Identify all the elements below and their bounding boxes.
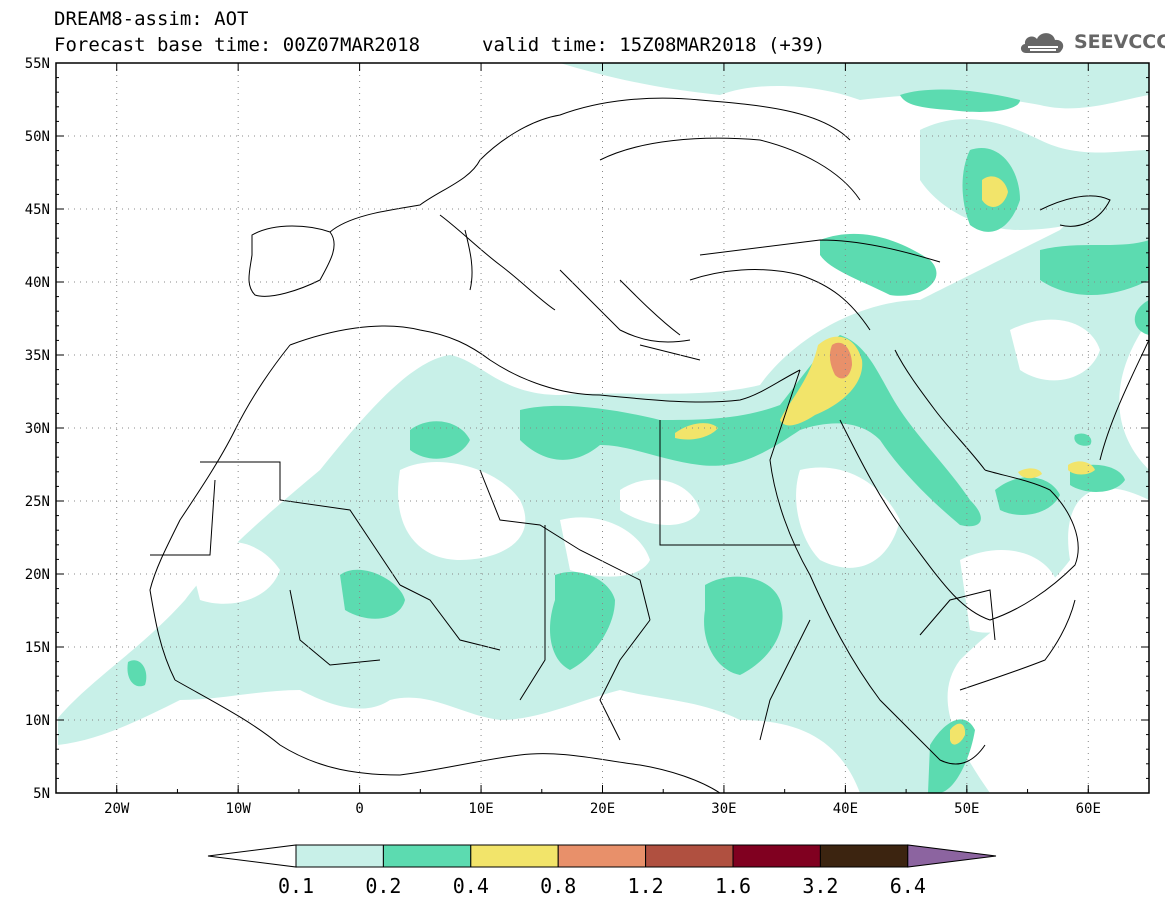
colorbar — [207, 844, 997, 868]
cloud-icon — [1020, 33, 1064, 53]
forecast-base-time: Forecast base time: 00Z07MAR2018 — [54, 34, 421, 56]
colorbar-box — [732, 844, 821, 868]
lat-tick-label: 20N — [25, 567, 50, 583]
aot-field — [58, 63, 1149, 793]
colorbar-label: 1.2 — [628, 874, 664, 898]
colorbar-label: 3.2 — [802, 874, 838, 898]
lat-tick-label: 10N — [25, 713, 50, 729]
colorbar-label: 0.1 — [278, 874, 314, 898]
colorbar-right-arrow — [907, 844, 997, 868]
lat-tick-label: 5N — [33, 786, 50, 802]
colorbar-label: 0.4 — [453, 874, 489, 898]
colorbar-box — [557, 844, 647, 868]
colorbar-box — [295, 844, 384, 868]
lon-tick-label: 50E — [954, 801, 979, 817]
colorbar-label: 6.4 — [890, 874, 926, 898]
map-gridlines — [56, 63, 1149, 793]
lat-tick-label: 55N — [25, 56, 50, 72]
aot-band-0.2 — [127, 89, 1149, 793]
lon-tick-label: 10W — [226, 801, 252, 817]
colorbar-labels: 0.1 0.2 0.4 0.8 1.2 1.6 3.2 6.4 — [278, 874, 926, 898]
latitude-labels: 55N 50N 45N 40N 35N 30N 25N 20N 15N 10N 5N — [25, 56, 50, 802]
lat-tick-label: 25N — [25, 494, 50, 510]
colorbar-left-arrow — [207, 844, 297, 868]
lon-tick-label: 60E — [1076, 801, 1101, 817]
lat-tick-label: 15N — [25, 640, 50, 656]
aot-clear-areas — [190, 319, 1100, 633]
colorbar-label: 1.6 — [715, 874, 751, 898]
colorbar-box — [470, 844, 559, 868]
colorbar-box — [645, 844, 734, 868]
lat-tick-label: 45N — [25, 202, 50, 218]
lon-tick-label: 20E — [590, 801, 615, 817]
lon-tick-label: 20W — [104, 801, 130, 817]
coastlines-borders — [149, 97, 1149, 793]
lat-tick-label: 35N — [25, 348, 50, 364]
lon-tick-label: 40E — [833, 801, 858, 817]
lat-tick-label: 30N — [25, 421, 50, 437]
colorbar-label: 0.8 — [540, 874, 576, 898]
axis-ticks — [55, 62, 1150, 794]
aot-band-0.8 — [829, 342, 852, 379]
colorbar-label: 0.2 — [365, 874, 401, 898]
lat-tick-label: 50N — [25, 129, 50, 145]
lon-tick-label: 0 — [355, 801, 363, 817]
seevccc-logo: SEEVCCC — [1018, 27, 1165, 57]
colorbar-box — [819, 844, 909, 868]
lon-tick-label: 30E — [711, 801, 736, 817]
chart-title: DREAM8-assim: AOT — [54, 8, 249, 30]
colorbar-box — [382, 844, 472, 868]
valid-time: valid time: 15Z08MAR2018 (+39) — [482, 34, 826, 56]
lon-tick-label: 10E — [468, 801, 493, 817]
longitude-labels: 20W 10W 0 10E 20E 30E 40E 50E 60E — [104, 801, 1101, 817]
logo-text: SEEVCCC — [1074, 31, 1165, 53]
lat-tick-label: 40N — [25, 275, 50, 291]
